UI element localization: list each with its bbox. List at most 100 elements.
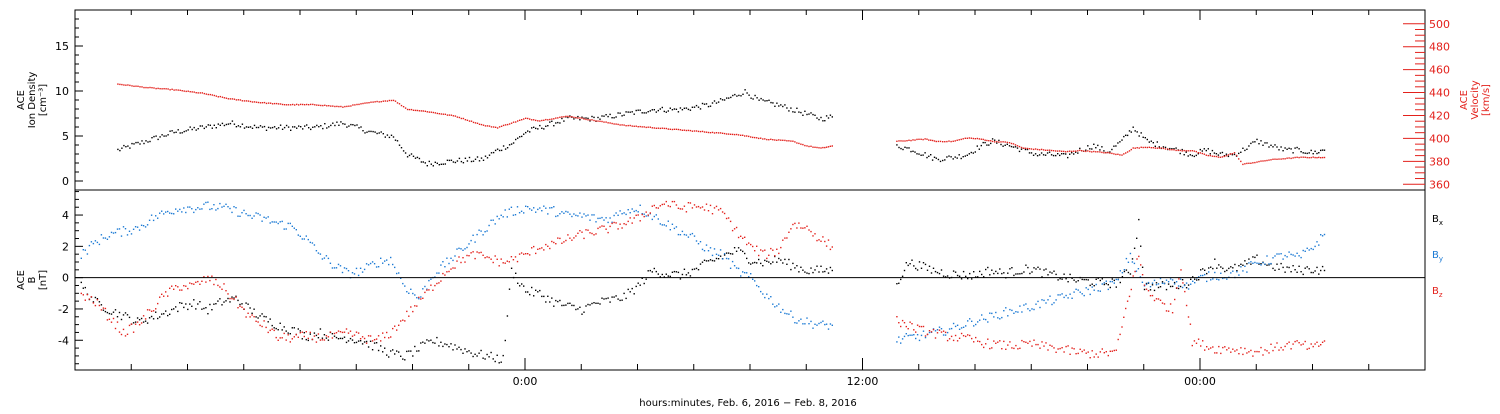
bottom-By-series-point <box>1190 283 1192 285</box>
bottom-Bx-series-point <box>1027 266 1029 269</box>
bottom-Bx-series-point <box>934 270 937 273</box>
top-black-series-point <box>1209 153 1211 155</box>
bottom-Bz-series-point <box>956 340 959 342</box>
top-black-series-point <box>474 158 477 160</box>
top-black-series-point <box>1221 151 1224 154</box>
top-red-series-point <box>229 98 232 100</box>
bottom-By-series-point <box>1206 280 1208 283</box>
bottom-By-series-point <box>1037 300 1039 303</box>
top-black-series-point <box>259 125 262 127</box>
top-black-series-point <box>430 163 432 165</box>
bottom-Bx-series-point <box>1129 273 1132 275</box>
bottom-By-series-point <box>430 278 432 280</box>
bottom-Bz-series-point <box>737 236 740 239</box>
bottom-Bx-series-point <box>521 283 523 285</box>
bottom-Bz-series-point <box>213 283 215 286</box>
top-black-series-point <box>798 111 800 113</box>
top-red-series-point <box>165 88 167 90</box>
top-red-series-point <box>306 103 308 106</box>
top-red-series-point <box>239 99 242 101</box>
bottom-By-series-point <box>1063 296 1065 299</box>
bottom-By-series-point <box>122 226 125 228</box>
bottom-By-series-point <box>973 325 975 327</box>
bottom-Bz-series-point <box>1314 343 1316 345</box>
bottom-Bz-series-point <box>1132 275 1134 277</box>
top-red-series-point <box>1169 149 1171 151</box>
top-black-series-point <box>1038 154 1041 156</box>
top-red-series-point <box>611 122 613 125</box>
top-red-series-point <box>639 125 641 128</box>
bottom-Bx-series-point <box>189 303 191 305</box>
bottom-Bx-series-point <box>325 337 328 339</box>
bottom-By-series-point <box>1155 284 1158 286</box>
top-right-tick-label: 480 <box>1429 41 1450 54</box>
bottom-Bz-series-point <box>995 342 997 344</box>
top-red-series-point <box>332 105 334 107</box>
top-red-series-point <box>460 117 463 120</box>
top-red-series-point <box>1132 147 1134 149</box>
bottom-By-series-point <box>766 293 768 295</box>
top-black-series-point <box>153 135 155 138</box>
top-red-series-point <box>597 120 599 122</box>
bottom-Bx-series-point <box>798 271 800 273</box>
top-red-series-point <box>1111 152 1113 155</box>
top-black-series-point <box>354 124 356 127</box>
bottom-Bx-series-point <box>551 297 553 299</box>
top-red-series-point <box>259 102 262 104</box>
top-black-series-point <box>697 106 700 108</box>
top-red-series-point <box>1276 158 1278 160</box>
top-black-series-point <box>703 103 706 105</box>
top-black-series-point <box>386 134 389 136</box>
top-red-series-point <box>1123 153 1125 155</box>
bottom-Bx-series-point <box>675 271 678 273</box>
bottom-Bx-series-point <box>907 264 909 267</box>
bottom-By-series-point <box>1005 307 1007 309</box>
legend-Bx: Bx <box>1432 214 1443 227</box>
bottom-Bz-series-point <box>1126 300 1129 302</box>
top-red-series-point <box>974 138 976 140</box>
bottom-By-series-point <box>229 207 231 210</box>
bottom-Bx-series-point <box>1187 284 1190 286</box>
bottom-By-series-point <box>1137 268 1140 270</box>
bottom-By-series-point <box>1204 273 1206 276</box>
bottom-Bz-series-point <box>327 336 330 338</box>
top-red-series-point <box>183 90 185 92</box>
top-red-series-point <box>442 113 444 115</box>
bottom-Bz-series-point <box>591 232 593 235</box>
top-black-series-point <box>756 97 758 99</box>
bottom-By-series-point <box>400 277 402 279</box>
bottom-Bz-series-point <box>351 335 354 337</box>
top-black-series-point <box>1304 152 1306 154</box>
top-black-series-point <box>332 122 334 124</box>
top-black-series-point <box>715 102 718 104</box>
bottom-Bz-series-point <box>142 315 145 317</box>
bottom-By-series-point <box>619 210 621 212</box>
top-red-series-point <box>428 111 430 113</box>
bottom-By-series-point <box>585 215 587 217</box>
bottom-Bz-series-point <box>494 255 496 257</box>
top-black-series-point <box>504 148 507 150</box>
top-red-series-point <box>691 130 694 132</box>
top-black-series-point <box>1144 137 1146 139</box>
top-red-series-point <box>954 140 956 142</box>
bottom-Bz-series-point <box>740 235 742 237</box>
top-red-series-point <box>541 119 543 122</box>
bottom-By-series-point <box>533 207 535 209</box>
bottom-Bz-series-point <box>295 333 297 336</box>
bottom-Bz-series-point <box>102 307 105 309</box>
top-red-series-point <box>362 102 364 105</box>
top-black-series-point <box>1101 146 1103 148</box>
top-red-series-point <box>336 105 338 108</box>
bottom-Bz-series-point <box>152 310 155 312</box>
top-red-series-point <box>699 130 702 133</box>
bottom-Bx-series-point <box>1091 283 1093 285</box>
bottom-By-series-point <box>1187 288 1190 290</box>
bottom-By-series-point <box>1163 282 1166 285</box>
bottom-Bx-series-point <box>205 307 207 309</box>
bottom-Bx-series-point <box>211 309 213 311</box>
top-black-series-point <box>1318 152 1320 154</box>
top-red-series-point <box>1167 148 1169 150</box>
bottom-By-series-point <box>829 323 832 325</box>
top-red-series-point <box>1117 153 1119 155</box>
bottom-By-series-point <box>1230 272 1232 274</box>
